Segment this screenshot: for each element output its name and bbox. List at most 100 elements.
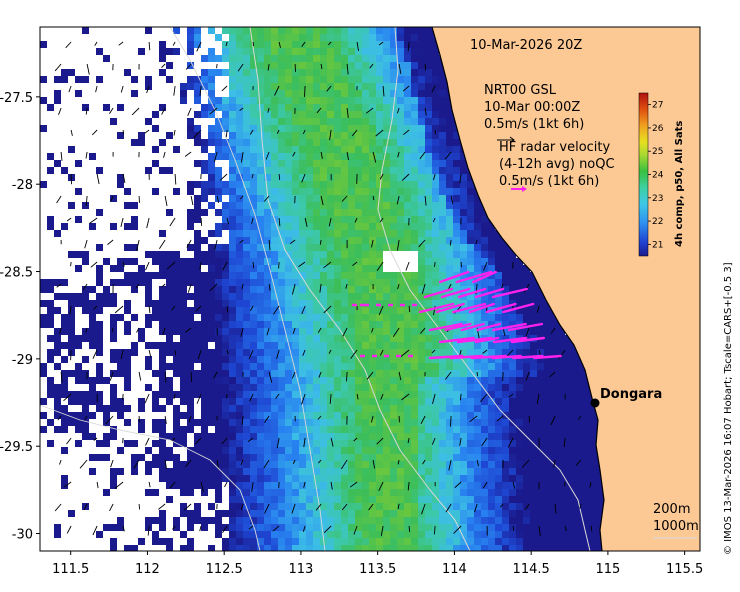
model-vector [380, 525, 384, 536]
lon-tick-label: 111.5 [52, 562, 89, 577]
sst-pixel [208, 461, 215, 468]
sst-pixel [544, 419, 551, 426]
sst-pixel [425, 349, 432, 356]
model-vector [396, 195, 400, 205]
sst-pixel [257, 342, 264, 349]
sst-pixel [565, 496, 572, 503]
sst-pixel [229, 41, 236, 48]
sst-pixel [502, 475, 509, 482]
sst-pixel [432, 377, 439, 384]
sst-pixel [411, 244, 418, 251]
sst-pixel [68, 510, 75, 517]
sst-pixel [320, 426, 327, 433]
model-vector [329, 393, 332, 404]
sst-pixel [411, 279, 418, 286]
sst-pixel [299, 258, 306, 265]
sst-pixel [285, 335, 292, 342]
sst-pixel [432, 538, 439, 545]
sst-pixel [334, 412, 341, 419]
sst-pixel [320, 496, 327, 503]
sst-pixel [334, 97, 341, 104]
model-vector [525, 371, 530, 381]
sst-pixel [299, 167, 306, 174]
sst-pixel [362, 419, 369, 426]
sst-pixel [446, 104, 453, 111]
sst-pixel [446, 342, 453, 349]
sst-pixel [418, 286, 425, 293]
sst-pixel [222, 384, 229, 391]
sst-pixel [551, 447, 558, 454]
sst-pixel [257, 517, 264, 524]
sst-pixel [397, 391, 404, 398]
sst-pixel [334, 41, 341, 48]
sst-pixel [215, 321, 222, 328]
sst-pixel [586, 419, 593, 426]
sst-pixel [229, 216, 236, 223]
sst-pixel [509, 538, 516, 545]
sst-pixel [432, 104, 439, 111]
sst-pixel [551, 510, 558, 517]
sst-pixel [383, 300, 390, 307]
model-vector [93, 305, 98, 310]
sst-pixel [236, 118, 243, 125]
sst-pixel [320, 314, 327, 321]
sst-pixel [502, 489, 509, 496]
sst-pixel [362, 188, 369, 195]
sst-pixel [222, 321, 229, 328]
sst-pixel [439, 391, 446, 398]
model-vector [398, 63, 402, 74]
sst-pixel [586, 398, 593, 405]
model-vector [68, 85, 72, 93]
sst-pixel [460, 440, 467, 447]
sst-pixel [383, 132, 390, 139]
sst-pixel [243, 545, 250, 551]
model-vector [172, 525, 176, 530]
model-vector [459, 393, 462, 401]
sst-pixel [390, 237, 397, 244]
sst-pixel [320, 335, 327, 342]
sst-pixel [145, 314, 152, 321]
sst-pixel [376, 489, 383, 496]
sst-pixel [334, 237, 341, 244]
sst-pixel [439, 384, 446, 391]
sst-pixel [271, 517, 278, 524]
sst-pixel [551, 419, 558, 426]
sst-pixel [376, 104, 383, 111]
sst-pixel [180, 83, 187, 90]
sst-pixel [320, 160, 327, 167]
sst-pixel [432, 349, 439, 356]
sst-pixel [467, 265, 474, 272]
sst-pixel [299, 202, 306, 209]
sst-pixel [523, 265, 530, 272]
sst-pixel [257, 335, 264, 342]
model-vector [187, 107, 192, 116]
sst-pixel [418, 321, 425, 328]
sst-pixel [355, 510, 362, 517]
model-vector [459, 173, 462, 184]
sst-pixel [306, 293, 313, 300]
radar-vector [444, 322, 472, 332]
sst-pixel [82, 27, 89, 34]
sst-pixel [446, 139, 453, 146]
sst-pixel [516, 510, 523, 517]
sst-pixel [516, 489, 523, 496]
sst-pixel [285, 62, 292, 69]
sst-pixel [201, 489, 208, 496]
sst-pixel [488, 531, 495, 538]
sst-pixel [362, 384, 369, 391]
sst-pixel [411, 167, 418, 174]
sst-pixel [537, 454, 544, 461]
sst-pixel [334, 111, 341, 118]
sst-pixel [369, 321, 376, 328]
sst-pixel [313, 76, 320, 83]
sst-pixel [362, 349, 369, 356]
sst-pixel [516, 328, 523, 335]
sst-pixel [397, 300, 404, 307]
sst-pixel [453, 433, 460, 440]
sst-pixel [453, 335, 460, 342]
sst-pixel [187, 27, 194, 34]
sst-pixel [54, 426, 61, 433]
sst-pixel [383, 482, 390, 489]
sst-pixel [82, 433, 89, 440]
sst-pixel [404, 496, 411, 503]
